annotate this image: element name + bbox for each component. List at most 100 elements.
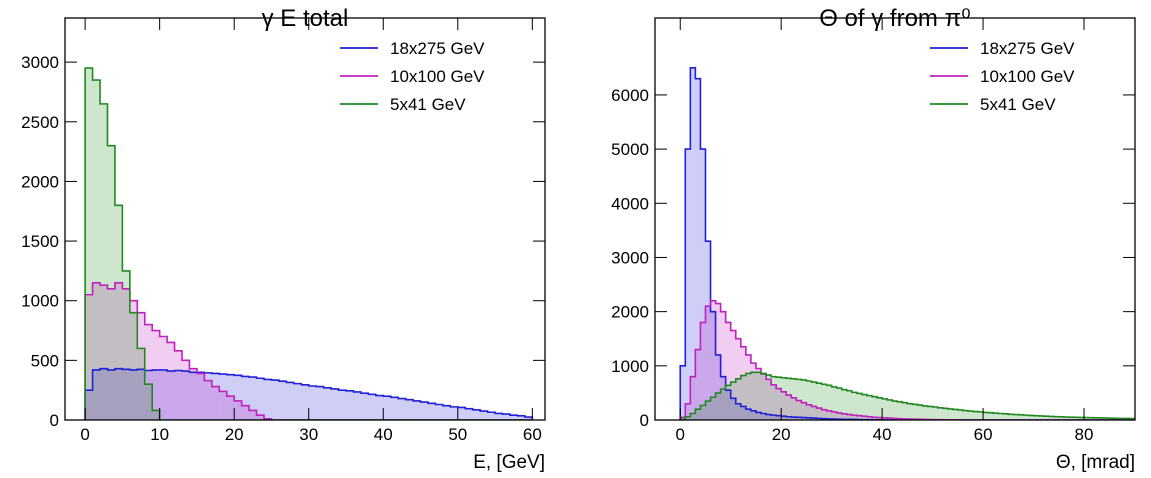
histogram-bar (811, 406, 817, 420)
y-tick-label: 2000 (611, 303, 649, 322)
histogram-bar (685, 416, 691, 420)
histogram-bar (856, 415, 862, 420)
histogram-bar (360, 393, 369, 420)
histogram-bar (472, 409, 481, 420)
histogram-bar (1094, 417, 1100, 420)
histogram-bar (695, 78, 701, 420)
histogram-bar (159, 369, 168, 420)
histogram-bar (695, 409, 701, 420)
histogram-bar (345, 390, 354, 420)
histogram-bar (745, 373, 751, 420)
histogram-bar (450, 406, 458, 420)
histogram-bar (204, 372, 212, 420)
histogram-bar (781, 391, 787, 420)
histogram-bar (836, 412, 842, 420)
histogram-bar (801, 379, 807, 420)
legend-label: 18x275 GeV (980, 39, 1075, 58)
histogram-outline (679, 67, 1135, 420)
histogram-bar (293, 383, 302, 420)
histogram-bar (85, 390, 93, 420)
histogram-bar (806, 404, 812, 420)
histogram-bar (129, 369, 138, 420)
legend-label: 5x41 GeV (390, 95, 466, 114)
histogram-bar (465, 408, 473, 420)
histogram-bar (760, 373, 767, 420)
histogram-bar (776, 388, 782, 420)
histogram-bar (137, 369, 145, 420)
histogram-bar (861, 394, 867, 420)
y-tick-label: 1500 (21, 232, 59, 251)
axes-frame (64, 17, 546, 421)
histogram-bar (1063, 417, 1069, 420)
histogram-bar (715, 303, 721, 420)
histogram-outline (679, 300, 1135, 420)
histogram-bar (301, 384, 309, 420)
histogram-bar (781, 377, 787, 420)
y-tick-label: 4000 (611, 194, 649, 213)
histogram-bar (872, 417, 878, 420)
histogram-bar (204, 380, 212, 420)
histogram-bar (383, 396, 391, 420)
histogram-bar (710, 300, 716, 420)
histogram-bar (286, 382, 294, 420)
histogram-bar (480, 411, 488, 420)
histogram-bar (745, 354, 751, 420)
histogram-bar (755, 368, 761, 420)
histogram-bar (1053, 416, 1059, 420)
histogram-bar (690, 67, 696, 420)
legend-label: 10x100 GeV (980, 67, 1075, 86)
histogram-bar (877, 397, 883, 420)
histogram-bar (234, 400, 242, 420)
histogram-bar (786, 378, 792, 420)
x-tick-label: 10 (150, 425, 169, 444)
histogram-bar (107, 145, 115, 420)
x-axis-label: Θ, [mrad] (1056, 452, 1135, 473)
histogram-bar (1114, 418, 1120, 420)
histogram-bar (152, 330, 160, 420)
x-tick-label: 40 (374, 425, 393, 444)
histogram-bar (107, 369, 115, 420)
histogram-bar (690, 376, 696, 420)
histogram-bar (791, 417, 797, 420)
histogram-bar (740, 406, 746, 420)
histogram-bar (730, 330, 736, 420)
y-tick-label: 3000 (21, 53, 59, 72)
histogram-bar (927, 406, 933, 420)
histogram-bar (866, 416, 873, 420)
histogram-bar (988, 412, 994, 420)
histogram-bar (821, 409, 827, 420)
histogram-bar (114, 368, 123, 420)
y-tick-label: 2500 (21, 113, 59, 132)
histogram-bar (826, 410, 832, 420)
x-tick-label: 20 (225, 425, 244, 444)
histogram-bar (1008, 414, 1014, 420)
histogram-bar (1099, 417, 1105, 420)
histogram-bar (517, 415, 525, 420)
histogram-bar (1038, 415, 1044, 420)
plot-area (84, 67, 534, 420)
histogram-bar (745, 409, 751, 420)
histogram-bar (755, 412, 761, 420)
histogram-bar (144, 324, 153, 420)
histogram-bar (234, 375, 242, 420)
histogram-bar (942, 408, 948, 420)
histogram-outline (84, 367, 534, 420)
histogram-bar (375, 395, 384, 420)
histogram-bar (877, 417, 883, 420)
histogram-bar (219, 391, 227, 420)
histogram-bar (122, 270, 130, 420)
histogram-bar (972, 411, 979, 420)
histogram-bar (786, 416, 792, 420)
histogram-bar (1068, 417, 1074, 420)
histogram-bar (353, 391, 361, 420)
histogram-bar (705, 306, 711, 420)
histogram-bar (1089, 417, 1095, 420)
histogram-bar (957, 409, 963, 420)
histogram-bar (816, 408, 822, 420)
histogram-bar (182, 360, 190, 420)
histogram-bar (836, 388, 842, 420)
histogram-bar (495, 413, 503, 420)
x-tick-label: 40 (873, 425, 892, 444)
plot-area (679, 67, 1135, 420)
histogram-bar (137, 348, 145, 420)
